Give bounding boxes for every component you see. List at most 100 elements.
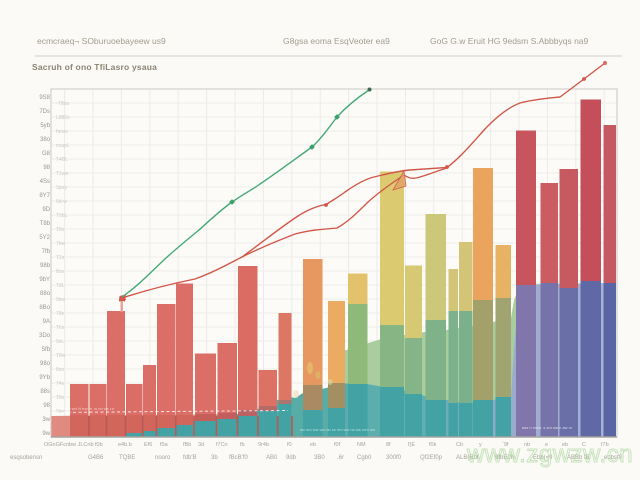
svg-text:T2s: T2s bbox=[56, 255, 65, 261]
svg-text:T8b: T8b bbox=[40, 221, 51, 227]
svg-text:98: 98 bbox=[43, 165, 50, 171]
svg-text:T4BL: T4BL bbox=[56, 157, 68, 163]
svg-text:3poy: 3poy bbox=[56, 185, 67, 191]
svg-text:88o: 88o bbox=[40, 291, 51, 297]
svg-text:3Do: 3Do bbox=[39, 333, 51, 339]
svg-text:·T8ba: ·T8ba bbox=[56, 101, 69, 107]
svg-text:m. nw wn N rrw m .w nn: m. nw wn N rrw m .w nn ws r.n bbox=[60, 406, 114, 411]
svg-text:8Bo: 8Bo bbox=[39, 305, 50, 311]
svg-text:9bY: 9bY bbox=[39, 277, 50, 283]
svg-text:8f: 8f bbox=[386, 442, 391, 448]
svg-text:esqsobensn: esqsobensn bbox=[10, 455, 42, 461]
svg-text:ABBb fB: ABBb fB bbox=[567, 455, 590, 461]
svg-text:f0k: f0k bbox=[429, 442, 437, 448]
svg-text:T9bL: T9bL bbox=[56, 213, 68, 219]
svg-text:T8s: T8s bbox=[56, 227, 65, 233]
svg-text:5yb: 5yb bbox=[40, 123, 50, 129]
svg-text:NM: NM bbox=[357, 442, 366, 448]
svg-text:Cb: Cb bbox=[456, 442, 463, 448]
svg-text:5Y2: 5Y2 bbox=[39, 235, 50, 241]
svg-text:9S8: 9S8 bbox=[39, 95, 50, 101]
svg-text:9Yb: 9Yb bbox=[39, 375, 50, 381]
svg-text:9D: 9D bbox=[42, 207, 50, 213]
svg-text:eb: eb bbox=[562, 442, 568, 448]
svg-text:hesw: hesw bbox=[56, 129, 68, 135]
svg-text:98o: 98o bbox=[40, 361, 51, 367]
svg-text:f7b: f7b bbox=[601, 442, 609, 448]
svg-text:8os: 8os bbox=[56, 269, 65, 275]
svg-text:eb: eb bbox=[310, 442, 316, 448]
svg-text:98b: 98b bbox=[40, 263, 51, 269]
svg-text:ALB(Rbf: ALB(Rbf bbox=[456, 455, 479, 461]
svg-text:Qf2Ef0p: Qf2Ef0p bbox=[420, 455, 443, 461]
svg-text:eobsf9: eobsf9 bbox=[604, 455, 623, 461]
svg-text:C: C bbox=[582, 442, 586, 448]
svg-text:e4b.b: e4b.b bbox=[118, 442, 132, 448]
svg-text:9w: 9w bbox=[42, 431, 50, 437]
svg-text:f0f: f0f bbox=[334, 442, 341, 448]
svg-text:9A: 9A bbox=[43, 319, 50, 325]
svg-text:f0b: f0b bbox=[95, 442, 103, 448]
svg-text:88s: 88s bbox=[40, 389, 50, 395]
svg-text:ass n mwa .s sm wa n aw: ass n mwa .s sm wa n aw m bbox=[522, 425, 573, 430]
svg-text:Ef6: Ef6 bbox=[144, 442, 152, 448]
svg-text:6d-w: 6d-w bbox=[56, 199, 67, 205]
svg-text:3d: 3d bbox=[198, 442, 204, 448]
svg-text:7fb: 7fb bbox=[42, 249, 51, 255]
svg-text:3b: 3b bbox=[211, 455, 218, 461]
svg-text:7Ds: 7Ds bbox=[39, 109, 50, 115]
svg-text:T1aw: T1aw bbox=[56, 171, 69, 177]
svg-text:wn sm ww ws nw ss mn: wn sm ww ws nw ss mn ww nn ws mm nw bbox=[300, 427, 375, 432]
svg-text:.6r: .6r bbox=[337, 455, 344, 461]
svg-text:300f0: 300f0 bbox=[386, 455, 402, 461]
svg-text:fb: fb bbox=[240, 442, 245, 448]
svg-text:f0a: f0a bbox=[160, 442, 169, 448]
svg-text:8os: 8os bbox=[56, 367, 65, 373]
svg-text:TQBE: TQBE bbox=[119, 455, 135, 461]
svg-text:G4B6: G4B6 bbox=[88, 455, 104, 461]
svg-text:nooro: nooro bbox=[155, 455, 171, 461]
svg-text:78s: 78s bbox=[56, 311, 65, 317]
svg-text:nb: nb bbox=[524, 442, 530, 448]
svg-text:L886s: L886s bbox=[56, 115, 70, 121]
svg-text:GoG G.w Eruit HG 9edsm S.A: GoG G.w Eruit HG 9edsm S.Abbbyqs na9 bbox=[430, 36, 589, 46]
svg-text:98: 98 bbox=[43, 403, 50, 409]
svg-text:3B0: 3B0 bbox=[314, 455, 325, 461]
svg-text:7bw: 7bw bbox=[56, 241, 66, 247]
svg-text:f0: f0 bbox=[287, 442, 292, 448]
svg-text:T6s: T6s bbox=[56, 325, 65, 331]
svg-text:ˆ9f: ˆ9f bbox=[502, 442, 509, 448]
svg-text:5fb: 5fb bbox=[42, 347, 51, 353]
svg-text:T8w: T8w bbox=[56, 353, 66, 359]
svg-text:8Y7: 8Y7 bbox=[39, 193, 50, 199]
svg-text:74s: 74s bbox=[56, 381, 65, 387]
svg-text:3w: 3w bbox=[42, 417, 50, 423]
svg-text:OGnGFcnbw JLCnb: OGnGFcnbw JLCnb bbox=[44, 442, 94, 448]
svg-text:G8: G8 bbox=[42, 151, 51, 157]
svg-text:y: y bbox=[479, 442, 482, 448]
svg-text:Cgb0: Cgb0 bbox=[357, 455, 372, 461]
svg-text:9db: 9db bbox=[286, 455, 297, 461]
svg-text:T8L: T8L bbox=[56, 283, 65, 289]
svg-text:fBcB'f0: fBcB'f0 bbox=[229, 455, 248, 461]
svg-text:38o: 38o bbox=[40, 137, 51, 143]
svg-text:G8gsa eoma EsqVeoter ea9: G8gsa eoma EsqVeoter ea9 bbox=[283, 36, 390, 46]
svg-text:4Ss: 4Ss bbox=[40, 179, 50, 185]
svg-text:fdb'B: fdb'B bbox=[183, 455, 197, 461]
svg-text:9bw: 9bw bbox=[56, 409, 66, 415]
svg-text:AB0: AB0 bbox=[266, 455, 278, 461]
svg-text:9sL: 9sL bbox=[56, 339, 64, 345]
svg-text:www.zgwzw.cn: www.zgwzw.cn bbox=[466, 441, 633, 468]
svg-text:fBb: fBb bbox=[183, 442, 191, 448]
svg-text:T8s: T8s bbox=[56, 395, 65, 401]
svg-text:9r4b: 9r4b bbox=[258, 442, 269, 448]
svg-text:9bw: 9bw bbox=[56, 297, 66, 303]
svg-text:ecmcraeq¬ SOburuoebayeew us9: ecmcraeq¬ SOburuoebayeew us9 bbox=[37, 36, 166, 46]
svg-text:f7Cn: f7Cn bbox=[216, 442, 228, 448]
svg-text:e: e bbox=[545, 442, 548, 448]
svg-text:f)E: f)E bbox=[408, 442, 415, 448]
svg-text:Sacruh of ono TfiLasro ysaua: Sacruh of ono TfiLasro ysaua bbox=[32, 62, 157, 72]
svg-text:ncapL: ncapL bbox=[56, 143, 70, 149]
svg-text:9fbE0h: 9fbE0h bbox=[495, 455, 514, 461]
svg-text:Ebb(=9: Ebb(=9 bbox=[533, 455, 553, 461]
